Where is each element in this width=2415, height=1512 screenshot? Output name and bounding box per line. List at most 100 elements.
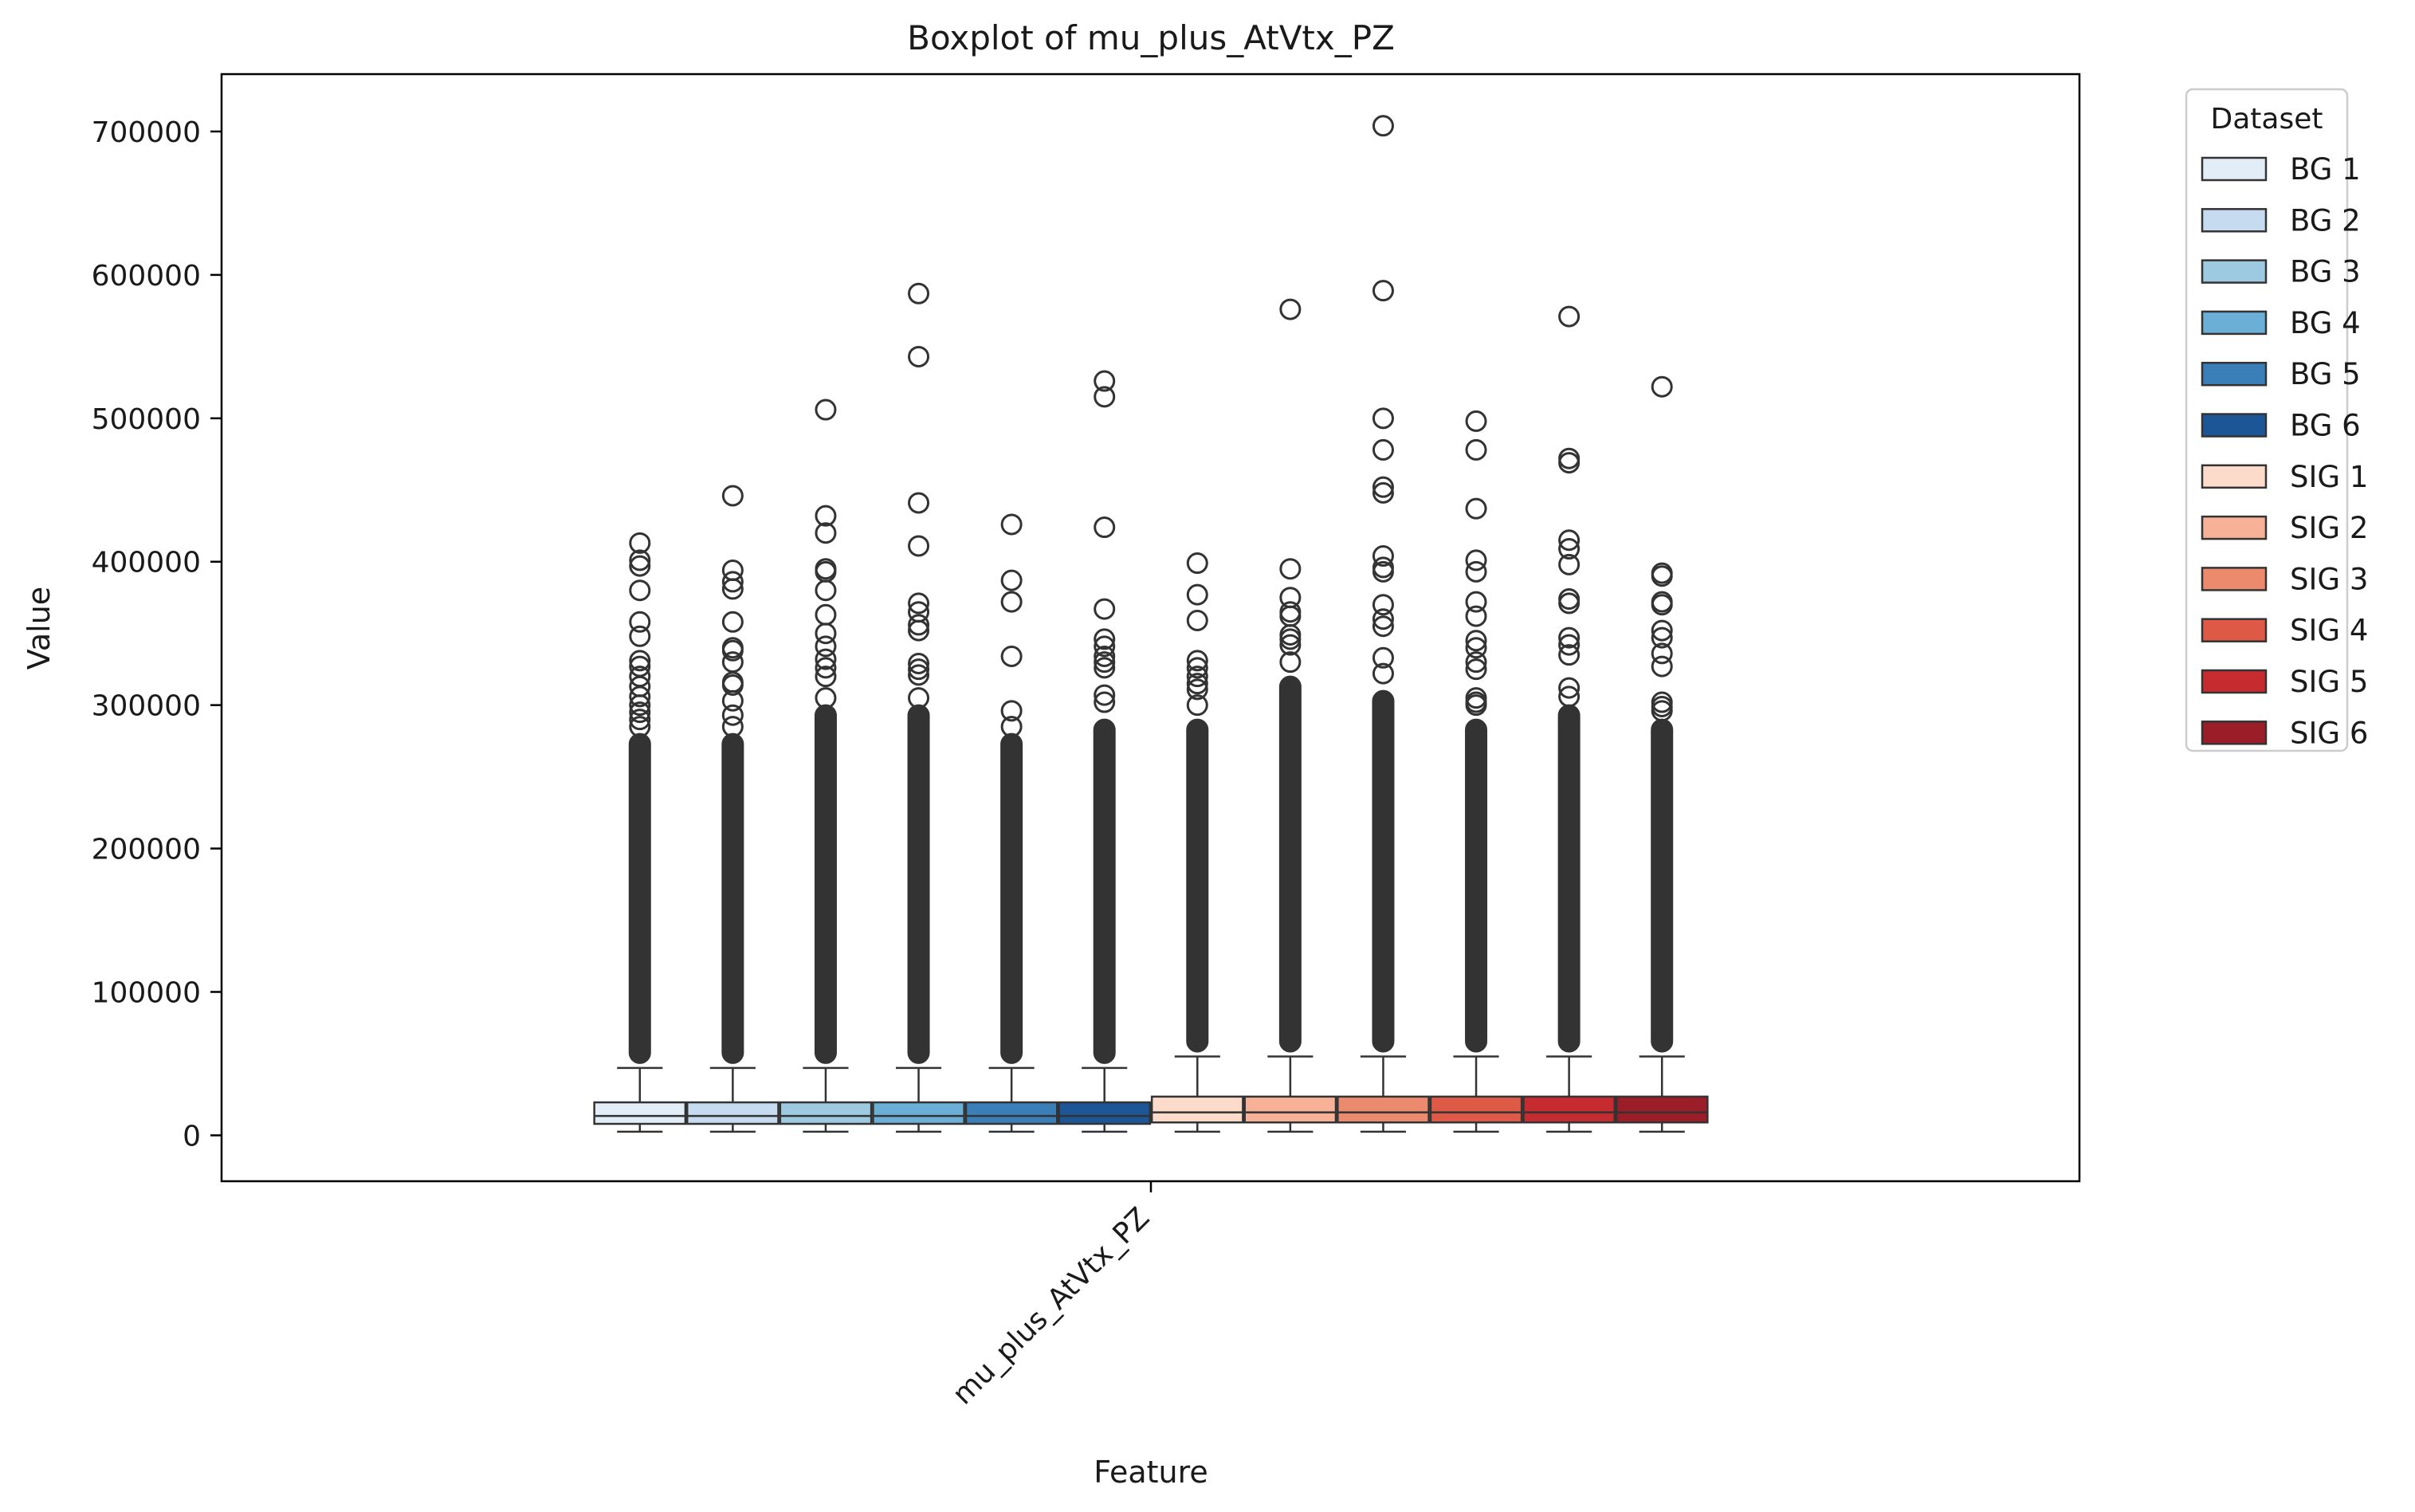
outlier-point xyxy=(1372,438,1394,461)
outlier-point xyxy=(1279,558,1302,580)
outlier-point xyxy=(1279,651,1302,674)
legend-item: BG 2 xyxy=(2201,203,2361,238)
box-group xyxy=(593,532,687,1133)
outlier-point xyxy=(1372,594,1394,616)
box-group xyxy=(779,399,873,1133)
outlier-point xyxy=(629,549,651,571)
outlier-point xyxy=(908,492,930,514)
y-tick-label: 400000 xyxy=(92,547,201,579)
outlier-point xyxy=(1465,651,1487,674)
legend-item: SIG 3 xyxy=(2201,562,2368,596)
legend-swatch xyxy=(2201,721,2268,745)
outlier-point xyxy=(908,592,930,615)
box xyxy=(1058,1101,1152,1125)
box xyxy=(1615,1095,1709,1124)
outlier-cluster xyxy=(721,732,744,1064)
outlier-point xyxy=(1094,657,1116,679)
outlier-point xyxy=(1558,634,1581,656)
outlier-point xyxy=(1372,280,1394,302)
y-tick-label: 100000 xyxy=(92,977,201,1010)
outlier-point xyxy=(1279,634,1302,656)
outlier-point xyxy=(1465,630,1487,652)
box-group xyxy=(1150,552,1244,1133)
legend-swatch xyxy=(2201,669,2268,694)
legend-swatch xyxy=(2201,310,2268,336)
outlier-point xyxy=(629,555,651,577)
plot-area-marks xyxy=(593,115,1709,1133)
legend-label: BG 3 xyxy=(2290,255,2361,289)
outlier-point xyxy=(1465,560,1487,583)
outlier-point xyxy=(1372,560,1394,583)
outlier-point xyxy=(721,571,744,593)
outlier-point xyxy=(815,666,837,688)
outlier-point xyxy=(1651,594,1673,616)
legend-item: SIG 4 xyxy=(2201,614,2368,648)
y-tick-label: 700000 xyxy=(92,116,201,149)
outlier-point xyxy=(908,282,930,304)
legend-swatch xyxy=(2201,464,2268,489)
box-group xyxy=(685,485,779,1133)
outlier-point xyxy=(1465,694,1487,717)
outlier-point xyxy=(1372,662,1394,685)
outlier-point xyxy=(1372,407,1394,430)
box xyxy=(779,1101,873,1125)
legend-item: BG 3 xyxy=(2201,255,2361,289)
outlier-point xyxy=(1372,476,1394,498)
legend-label: SIG 6 xyxy=(2290,716,2368,750)
legend-item: BG 5 xyxy=(2201,357,2361,391)
outlier-point xyxy=(1465,605,1487,627)
legend-items: BG 1 BG 2 BG 3 BG 4 BG 5 BG 6 SIG 1 SIG 2 SIG 3 S… xyxy=(2201,152,2368,750)
box-group xyxy=(1429,410,1523,1133)
outlier-cluster xyxy=(1372,689,1395,1053)
outlier-cluster xyxy=(814,704,837,1064)
outlier-point xyxy=(1186,583,1208,606)
outlier-point xyxy=(1094,628,1116,650)
box-group xyxy=(964,513,1058,1133)
legend-label: BG 5 xyxy=(2290,357,2361,391)
outlier-point xyxy=(1372,481,1394,504)
box xyxy=(964,1101,1058,1125)
outlier-point xyxy=(1651,642,1673,665)
outlier-point xyxy=(1186,678,1208,701)
legend-label: SIG 4 xyxy=(2290,614,2368,648)
outlier-cluster xyxy=(628,732,651,1064)
outlier-point xyxy=(908,652,930,674)
outlier-point xyxy=(1094,516,1116,539)
outlier-point xyxy=(815,687,837,709)
x-axis-label: Feature xyxy=(1094,1455,1208,1490)
box-group xyxy=(1522,305,1616,1133)
y-tick-label: 200000 xyxy=(92,834,201,866)
outlier-point xyxy=(908,619,930,642)
outlier-point xyxy=(721,689,744,712)
outlier-point xyxy=(815,505,837,527)
outlier-point xyxy=(1465,497,1487,520)
outlier-point xyxy=(1465,549,1487,571)
legend-swatch xyxy=(2201,413,2268,438)
legend-title: Dataset xyxy=(2211,103,2323,135)
outlier-point xyxy=(1000,591,1023,613)
box xyxy=(1337,1095,1430,1124)
box xyxy=(685,1101,779,1125)
legend-label: BG 4 xyxy=(2290,306,2361,340)
outlier-point xyxy=(1651,626,1673,649)
outlier-cluster xyxy=(1186,718,1209,1053)
box-group xyxy=(1337,115,1430,1133)
outlier-point xyxy=(1000,513,1023,536)
outlier-point xyxy=(1000,716,1023,738)
outlier-point xyxy=(1558,644,1581,666)
legend-swatch xyxy=(2201,259,2268,284)
outlier-point xyxy=(629,716,651,738)
outlier-point xyxy=(629,650,651,672)
outlier-point xyxy=(1372,115,1394,137)
outlier-point xyxy=(721,578,744,600)
outlier-point xyxy=(1372,608,1394,630)
outlier-point xyxy=(1651,655,1673,677)
legend-item: SIG 2 xyxy=(2201,511,2368,545)
legend-item: SIG 6 xyxy=(2201,716,2368,750)
box xyxy=(1243,1095,1337,1124)
outlier-cluster xyxy=(907,704,930,1064)
y-tick-label: 500000 xyxy=(92,403,201,436)
legend-item: BG 1 xyxy=(2201,152,2361,187)
outlier-cluster xyxy=(1465,718,1488,1053)
